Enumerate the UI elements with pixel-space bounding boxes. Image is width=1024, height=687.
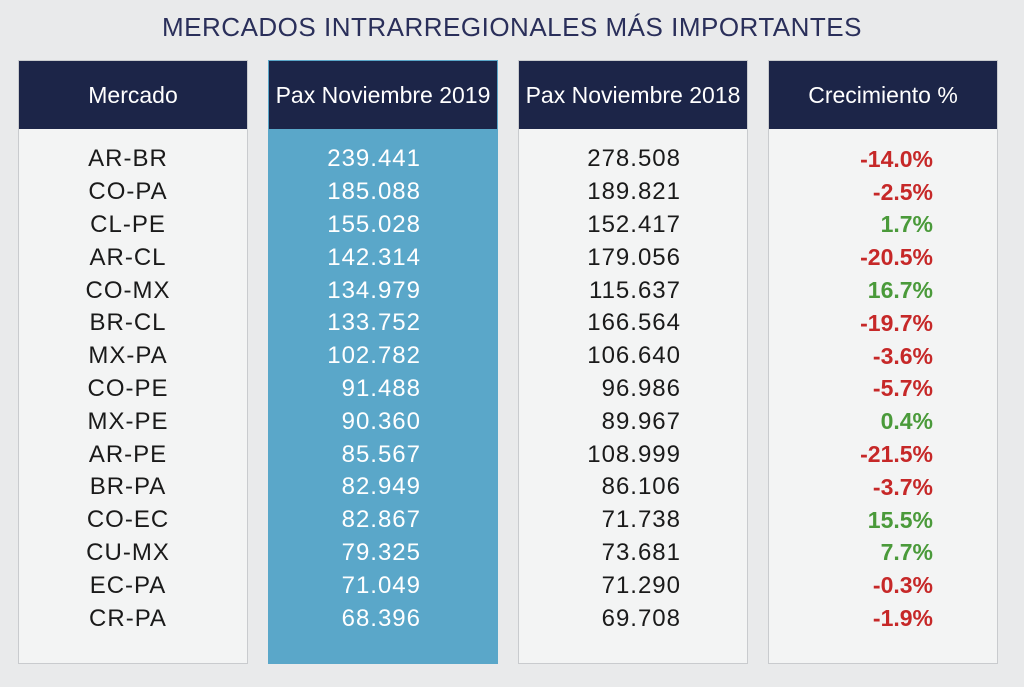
cell-pax-2019: 155.028 [327, 210, 421, 238]
cell-crecimiento: -3.6% [872, 342, 933, 369]
cell-mercado: CU-MX [86, 538, 170, 566]
column-pax-2018: Pax Noviembre 2018 278.508 189.821 152.417… [518, 60, 748, 664]
cell-crecimiento: 15.5% [867, 506, 933, 533]
cell-mercado: CO-PE [87, 374, 169, 402]
column-body-crecimiento: -14.0% -2.5% 1.7% -20.5% 16.7% -19.7% -3.6% -5.… [769, 129, 997, 635]
cell-mercado: CL-PE [90, 210, 166, 238]
cell-crecimiento: -5.7% [872, 375, 933, 402]
cell-crecimiento: -19.7% [860, 309, 933, 336]
cell-mercado: AR-CL [89, 243, 167, 271]
cell-pax-2018: 69.708 [601, 604, 681, 632]
cell-pax-2019: 85.567 [341, 440, 421, 468]
cell-mercado: CR-PA [89, 604, 167, 632]
cell-pax-2018: 71.738 [601, 506, 681, 534]
column-crecimiento: Crecimiento % -14.0% -2.5% 1.7% -20.5% 16.7%… [768, 60, 998, 664]
cell-pax-2018: 166.564 [587, 309, 681, 337]
cell-pax-2019: 91.488 [341, 374, 421, 402]
cell-mercado: BR-CL [89, 309, 167, 337]
column-body-mercado: AR-BR CO-PA CL-PE AR-CL CO-MX BR-CL MX-PA CO-PE… [19, 129, 247, 635]
cell-pax-2018: 86.106 [601, 473, 681, 501]
cell-pax-2018: 278.508 [587, 145, 681, 173]
cell-pax-2018: 179.056 [587, 243, 681, 271]
cell-pax-2018: 106.640 [587, 342, 681, 370]
table-title: MERCADOS INTRARREGIONALES MÁS IMPORTANTE… [162, 12, 862, 42]
cell-mercado: AR-BR [88, 145, 168, 173]
cell-crecimiento: 0.4% [880, 408, 933, 435]
cell-crecimiento: -14.0% [860, 145, 933, 172]
cell-mercado: MX-PE [87, 407, 169, 435]
cell-pax-2019: 142.314 [327, 243, 421, 271]
cell-pax-2019: 79.325 [341, 538, 421, 566]
cell-crecimiento: -20.5% [860, 244, 933, 271]
column-header-mercado: Mercado [19, 61, 247, 129]
cell-crecimiento: -3.7% [872, 473, 933, 500]
column-body-pax-2019: 239.441 185.088 155.028 142.314 134.979 133.7… [269, 129, 497, 635]
cell-pax-2018: 89.967 [601, 407, 681, 435]
cell-pax-2019: 133.752 [327, 309, 421, 337]
cell-pax-2019: 82.867 [341, 506, 421, 534]
cell-mercado: EC-PA [89, 571, 167, 599]
cell-pax-2018: 108.999 [587, 440, 681, 468]
cell-mercado: CO-PA [88, 178, 168, 206]
cell-pax-2019: 134.979 [327, 276, 421, 304]
cell-crecimiento: 7.7% [880, 539, 933, 566]
column-header-pax-2019: Pax Noviembre 2019 [269, 61, 497, 129]
cell-crecimiento: -21.5% [860, 441, 933, 468]
cell-crecimiento: -1.9% [872, 605, 933, 632]
column-body-pax-2018: 278.508 189.821 152.417 179.056 115.637 166.5… [519, 129, 747, 635]
cell-crecimiento: 1.7% [880, 211, 933, 238]
cell-pax-2019: 102.782 [327, 342, 421, 370]
cell-pax-2019: 239.441 [327, 145, 421, 173]
column-header-crecimiento: Crecimiento % [769, 61, 997, 129]
cell-mercado: AR-PE [88, 440, 168, 468]
cell-pax-2019: 185.088 [327, 178, 421, 206]
cell-pax-2019: 68.396 [341, 604, 421, 632]
cell-pax-2018: 189.821 [587, 178, 681, 206]
cell-pax-2018: 115.637 [589, 276, 681, 304]
cell-pax-2019: 71.049 [341, 571, 421, 599]
cell-mercado: MX-PA [88, 342, 168, 370]
cell-pax-2018: 96.986 [601, 374, 681, 402]
cell-pax-2018: 71.290 [601, 571, 681, 599]
cell-pax-2018: 73.681 [601, 538, 681, 566]
cell-pax-2018: 152.417 [587, 210, 681, 238]
cell-mercado: CO-MX [85, 276, 171, 304]
cell-pax-2019: 90.360 [341, 407, 421, 435]
cell-mercado: BR-PA [89, 473, 167, 501]
cell-mercado: CO-EC [86, 506, 170, 534]
cell-crecimiento: -0.3% [872, 572, 933, 599]
cell-pax-2019: 82.949 [341, 473, 421, 501]
cell-crecimiento: 16.7% [867, 277, 933, 304]
column-header-pax-2018: Pax Noviembre 2018 [519, 61, 747, 129]
column-mercado: Mercado AR-BR CO-PA CL-PE AR-CL CO-MX BR-CL MX… [18, 60, 248, 664]
column-pax-2019: Pax Noviembre 2019 239.441 185.088 155.028… [268, 60, 498, 664]
cell-crecimiento: -2.5% [872, 178, 933, 205]
